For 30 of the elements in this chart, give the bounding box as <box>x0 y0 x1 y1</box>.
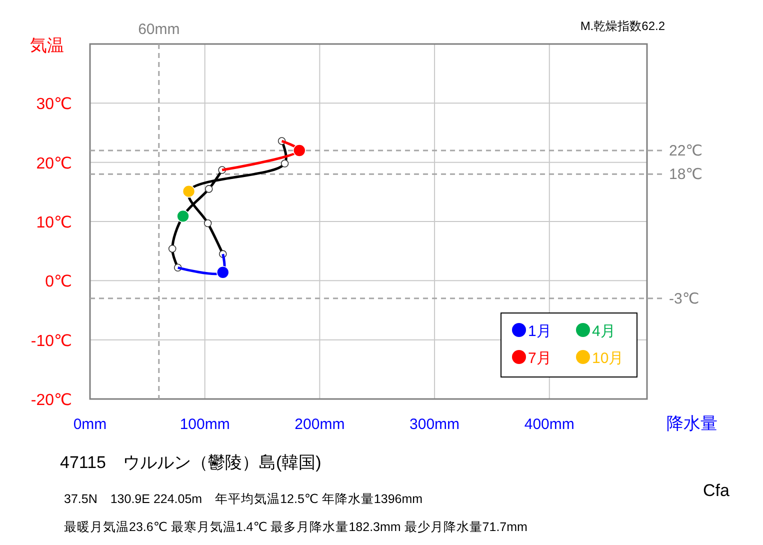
y-axis-title: 気温 <box>30 36 64 55</box>
legend-label: 10月 <box>592 350 624 367</box>
text: Cfa <box>703 481 730 500</box>
x-tick-label: 0mm <box>73 416 107 433</box>
x-tick-label: 100mm <box>180 416 230 433</box>
ref-line-label: -3℃ <box>669 290 700 308</box>
legend-label: 4月 <box>592 323 616 340</box>
point <box>182 184 196 198</box>
legend-label: 7月 <box>528 350 552 367</box>
ref-line-label: 22℃ <box>669 142 703 160</box>
y-tick-label: 20℃ <box>36 155 72 172</box>
y-tick-label: 30℃ <box>36 96 72 114</box>
y-tick-label: -10℃ <box>30 332 72 350</box>
y-tick-label: 10℃ <box>36 214 72 232</box>
text: 47115 ウルルン（鬱陵）島(韓国) <box>60 453 322 472</box>
y-tick-label: -20℃ <box>30 392 72 409</box>
legend-label: 1月 <box>528 323 552 340</box>
x-tick-label: 200mm <box>294 416 345 433</box>
text: 最暖月気温23.6℃ 最寒月気温1.4℃ 最多月降水量182.3mm 最少月降水量71.7mm <box>64 519 528 534</box>
ref-line-label: 60mm <box>138 21 180 38</box>
x-tick-label: 300mm <box>410 416 460 433</box>
text: M.乾燥指数62.2 <box>580 19 666 33</box>
y-tick-label: 0℃ <box>45 274 72 291</box>
point <box>176 210 190 223</box>
x-tick-label: 400mm <box>524 416 574 433</box>
point <box>292 144 306 157</box>
text: 37.5N 130.9E 224.05m 年平均気温12.5℃ 年降水量1396mm <box>64 492 423 506</box>
ref-line-label: 18℃ <box>669 166 703 184</box>
x-axis-title: 降水量 <box>666 414 718 433</box>
point <box>216 266 230 279</box>
